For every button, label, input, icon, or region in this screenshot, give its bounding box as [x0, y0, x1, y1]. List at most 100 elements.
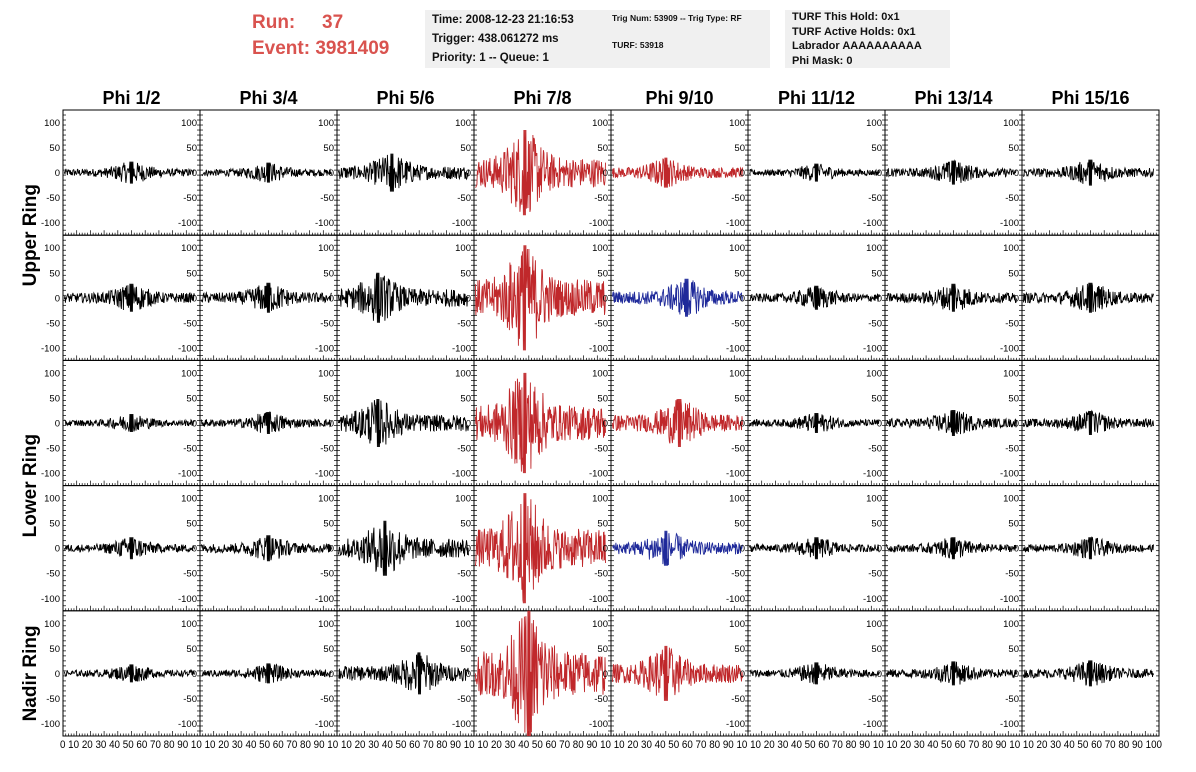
y-tick-label: -50: [457, 569, 471, 580]
y-tick-label: 100: [1003, 619, 1019, 630]
y-tick-label: -100: [726, 594, 745, 605]
waveform-panel: -100 -50 0 50 100: [315, 234, 475, 361]
y-tick-label: -100: [41, 594, 60, 605]
y-tick-label: -100: [1000, 343, 1019, 354]
y-tick-label: 50: [323, 519, 334, 530]
y-tick-label: 100: [455, 368, 471, 379]
y-tick-label: 0: [329, 293, 334, 304]
waveform-panel: -100 -50 0 50 100: [863, 109, 1023, 236]
y-tick-label: 100: [44, 368, 60, 379]
trig-num-panel: Trig Num: 53909 -- Trig Type: RF TURF: 5…: [605, 10, 770, 68]
y-tick-label: -100: [315, 218, 334, 229]
y-tick-label: 0: [55, 168, 60, 179]
y-tick-label: 100: [44, 243, 60, 254]
waveform-trace: [337, 272, 469, 323]
y-tick-label: -100: [863, 469, 882, 480]
y-tick-label: -100: [726, 343, 745, 354]
waveform-panel: -100 -50 0 50 100: [1000, 359, 1160, 487]
y-tick-label: 50: [460, 268, 471, 279]
y-tick-label: 0: [466, 544, 471, 555]
y-tick-label: 0: [329, 168, 334, 179]
y-tick-label: 0: [603, 168, 608, 179]
y-tick-label: 0: [740, 669, 745, 680]
waveform-panel: -100 -50 0 50 100: [863, 610, 1023, 737]
y-tick-label: 100: [455, 494, 471, 505]
waveform-trace: [611, 645, 743, 701]
y-tick-label: -100: [41, 719, 60, 730]
y-tick-label: -50: [868, 694, 882, 705]
y-tick-label: 50: [597, 644, 608, 655]
turf-panel: TURF This Hold: 0x1 TURF Active Holds: 0…: [785, 10, 950, 68]
waveform-trace: [612, 530, 743, 566]
y-tick-label: -100: [726, 719, 745, 730]
waveform-trace: [885, 283, 1017, 312]
y-tick-label: -50: [46, 569, 60, 580]
y-tick-label: 50: [1008, 143, 1019, 154]
waveform-trace: [1022, 660, 1154, 687]
waveform-panel: -100 -50 0 50 100: [452, 234, 612, 361]
y-tick-label: 0: [740, 544, 745, 555]
y-tick-label: -100: [315, 469, 334, 480]
y-tick-label: 100: [318, 118, 334, 129]
y-tick-label: -100: [178, 343, 197, 354]
waveform-trace: [63, 664, 195, 683]
y-tick-label: 0: [329, 419, 334, 430]
y-tick-label: -50: [594, 444, 608, 455]
y-tick-label: 50: [871, 519, 882, 530]
y-tick-label: -100: [315, 719, 334, 730]
y-tick-label: -50: [1005, 444, 1019, 455]
waveform-panel: -100 -50 0 50 100: [726, 610, 886, 737]
y-tick-label: 50: [323, 268, 334, 279]
y-tick-label: 50: [734, 143, 745, 154]
y-tick-label: 50: [186, 644, 197, 655]
y-tick-label: 100: [1003, 243, 1019, 254]
y-tick-label: -50: [183, 193, 197, 204]
y-tick-label: 100: [318, 494, 334, 505]
column-header: Phi 11/12: [778, 88, 855, 108]
waveform-trace: [611, 157, 743, 188]
waveform-trace: [749, 662, 880, 685]
y-tick-label: 50: [871, 143, 882, 154]
waveform-trace: [1023, 159, 1154, 186]
y-tick-label: -50: [457, 694, 471, 705]
y-tick-label: -100: [315, 343, 334, 354]
y-tick-label: 50: [597, 393, 608, 404]
y-tick-label: 0: [1014, 168, 1019, 179]
y-tick-label: -50: [868, 318, 882, 329]
y-tick-label: -100: [589, 343, 608, 354]
waveform-panel: -100 -50 0 50 100: [178, 359, 338, 487]
waveform-trace: [200, 282, 332, 313]
y-tick-label: -100: [452, 218, 471, 229]
y-tick-label: -50: [46, 444, 60, 455]
y-tick-label: 0: [1014, 419, 1019, 430]
waveform-panel: -100 -50 0 50 100: [315, 359, 475, 487]
y-tick-label: 100: [181, 118, 197, 129]
y-tick-label: -50: [1005, 193, 1019, 204]
y-tick-label: -100: [589, 218, 608, 229]
y-tick-label: 0: [603, 669, 608, 680]
waveform-panel: -100 -50 0 50 100: [589, 485, 749, 612]
waveform-trace: [885, 409, 1017, 437]
y-tick-label: 50: [597, 519, 608, 530]
y-tick-label: 100: [866, 619, 882, 630]
waveform-panel: -100 -50 0 50 100: [41, 485, 201, 612]
run-label: Run:: [252, 12, 296, 33]
y-tick-label: -100: [863, 719, 882, 730]
y-tick-label: 50: [460, 393, 471, 404]
trigger-text: Trigger: 438.061272 ms: [432, 33, 559, 45]
y-tick-label: 0: [329, 669, 334, 680]
y-tick-label: 100: [592, 243, 608, 254]
y-tick-label: 0: [1014, 544, 1019, 555]
time-text: Time: 2008-12-23 21:16:53: [432, 14, 574, 26]
run-line: Run: 37: [252, 10, 389, 36]
y-tick-label: 100: [318, 619, 334, 630]
waveform-trace: [474, 372, 606, 474]
y-tick-label: -50: [731, 318, 745, 329]
waveform-trace: [200, 411, 332, 435]
run-info: Run: 37 Event: 3981409: [252, 10, 389, 62]
waveform-panel: -100 -50 0 50 100: [178, 109, 338, 236]
event-label: Event:: [252, 38, 311, 59]
y-tick-label: 50: [734, 393, 745, 404]
y-tick-label: -50: [1005, 569, 1019, 580]
y-tick-label: -50: [320, 694, 334, 705]
